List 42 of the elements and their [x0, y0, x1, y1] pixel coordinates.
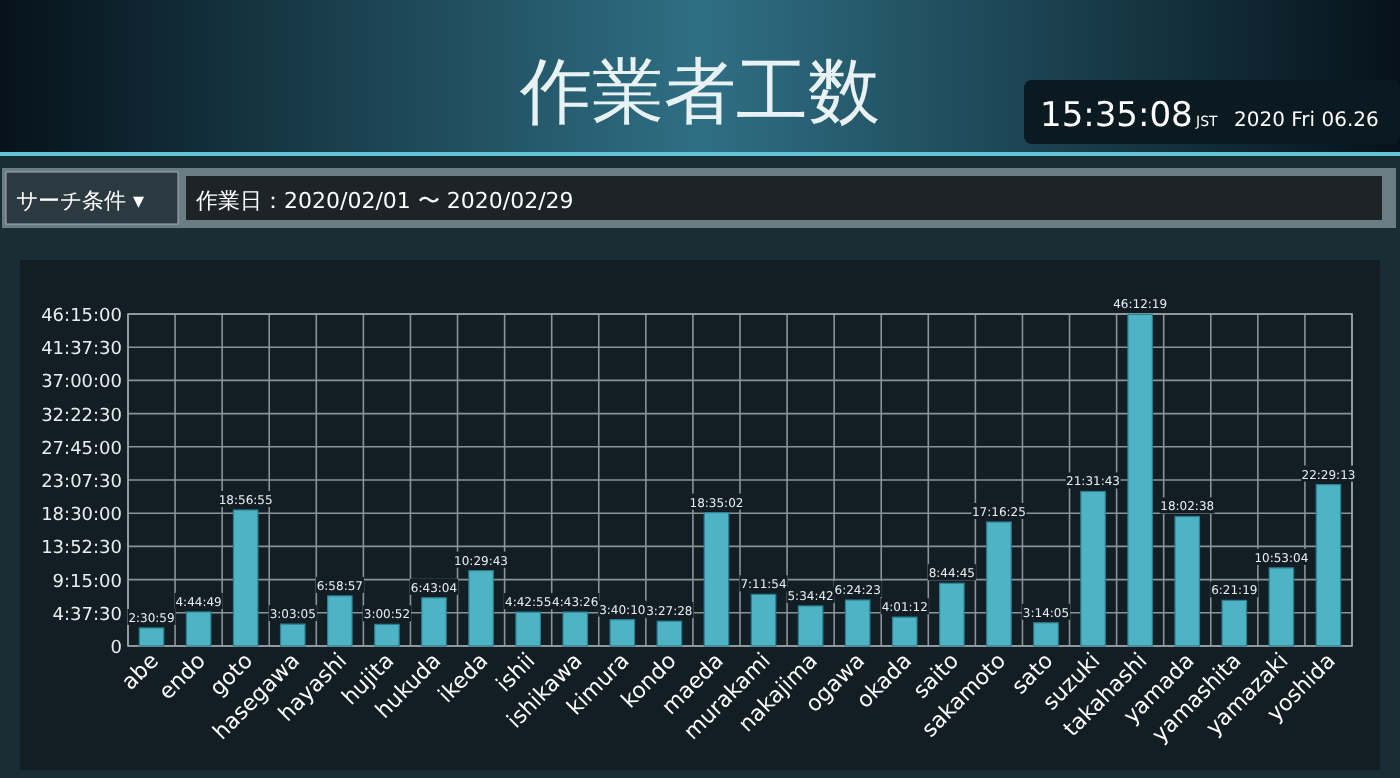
bar	[656, 620, 683, 647]
bar	[1221, 599, 1248, 647]
y-tick-label: 32:22:30	[41, 406, 123, 427]
bar	[1174, 515, 1201, 647]
y-tick-label: 41:37:30	[41, 340, 123, 361]
bar	[232, 509, 259, 647]
bar	[374, 623, 400, 647]
y-tick-label: 23:07:30	[41, 473, 123, 493]
bar	[468, 570, 494, 647]
bar	[844, 599, 871, 647]
bar	[609, 619, 636, 647]
bar	[891, 616, 918, 647]
bar	[279, 623, 306, 647]
bar	[1033, 622, 1059, 647]
text: サーチ条件 ▾	[16, 188, 145, 214]
bar	[1315, 483, 1342, 647]
text: 2020 Fri 06.26	[1234, 110, 1379, 132]
bar	[562, 611, 589, 647]
text: 15:35:08	[1040, 96, 1193, 136]
y-tick-label: 46:15:00	[41, 307, 123, 327]
bar	[515, 611, 541, 647]
bar	[703, 512, 730, 647]
bar	[138, 627, 165, 647]
bar	[939, 582, 965, 647]
y-tick-label: 37:00:00	[41, 373, 123, 394]
bar	[797, 605, 824, 647]
bar	[986, 521, 1012, 647]
bar	[1080, 490, 1106, 647]
bar	[421, 597, 447, 647]
y-tick-label: 0	[110, 639, 123, 659]
bar	[1127, 313, 1153, 647]
bar	[750, 593, 777, 647]
y-tick-label: 13:52:30	[41, 539, 123, 560]
bar	[1268, 567, 1295, 647]
chart-title: 作業者工数	[518, 52, 880, 134]
y-tick-label: 18:30:00	[41, 506, 123, 527]
y-tick-label: 27:45:00	[41, 439, 123, 460]
y-tick-label: 9:15:00	[52, 572, 123, 593]
y-tick-label: 4:37:30	[52, 605, 123, 626]
bar	[185, 611, 212, 647]
text: 作業日：2020/02/01 〜 2020/02/29	[194, 188, 574, 214]
bar	[327, 595, 353, 647]
